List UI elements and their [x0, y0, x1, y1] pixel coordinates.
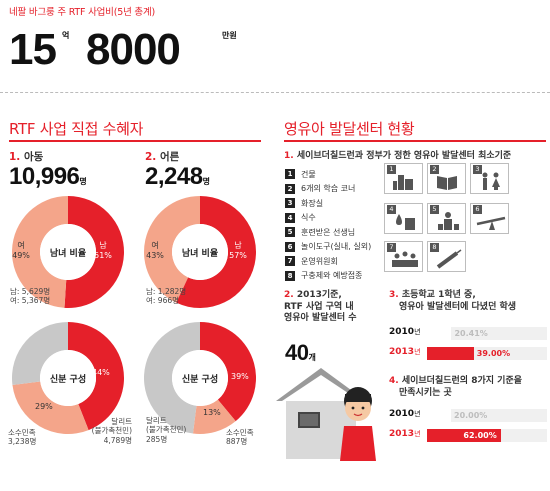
stat4-heading: 4. 세이브더칠드런의 8가지 기준을 만족시키는 곳 [389, 376, 522, 398]
children-minority-note: 소수민족 3,238명 [8, 428, 37, 447]
children-gender-donut-slice-0 [64, 196, 125, 308]
children-comp-center: 신분 구성 [49, 375, 87, 385]
criteria-heading: 1. 세이브더칠드런과 정부가 정한 영유아 발달센터 최소기준 [284, 151, 512, 161]
stat3-year-2013: 2013년 [389, 347, 421, 357]
right-title-underline [284, 140, 546, 142]
seesaw-icon: 6 [470, 203, 509, 234]
divider [0, 92, 550, 93]
criteria-item: 1 건물 [285, 167, 385, 182]
unit-man: 만원 [222, 31, 237, 40]
children-dalit-pct: 44% [92, 368, 110, 377]
adults-heading: 2. 어른 [145, 151, 180, 163]
stat4-bar-2013 [427, 429, 502, 442]
adults-gender-center: 남녀 비율 [181, 249, 219, 259]
children-heading: 1. 아동 [9, 151, 44, 163]
left-section-title: RTF 사업 직접 수혜자 [9, 120, 144, 138]
criteria-list: 1 건물 2 6개의 학습 코너 3 화장실 4 식수 5 훈련받은 선생님 6 놀이도구(실내, 실… [285, 167, 385, 283]
stat4-value-2010: 20.00% [454, 411, 488, 420]
children-count: 10,996명 [9, 163, 87, 190]
building-icon: 1 [384, 163, 423, 194]
children-dalit-note: 달리트 (불가촉천민) 4,789명 [91, 417, 132, 445]
criteria-item: 4 식수 [285, 211, 385, 226]
budget-part1: 15 [9, 25, 57, 74]
adults-comp-donut-slice-0 [200, 322, 256, 422]
unit-eok: 억 [62, 31, 70, 40]
total-budget: 15 [9, 25, 57, 74]
children-comp-donut-hole [40, 350, 96, 406]
stat3-track-2010 [427, 327, 547, 340]
adults-minority-pct: 39% [231, 372, 249, 381]
stat4-year-2010: 2010년 [389, 409, 421, 419]
adults-gender-note: 남: 1,282명 여: 966명 [146, 287, 187, 306]
right-section-title: 영유아 발달센터 현황 [284, 120, 415, 138]
children-comp-donut-slice-2 [12, 322, 69, 386]
adults-gender-donut-slice-0 [176, 196, 256, 308]
stat4-bars: 2010년 20.00% 2013년 62.00% [389, 409, 547, 449]
learning-books-icon: 2 [427, 163, 466, 194]
children-comp-donut-slice-1 [12, 381, 89, 434]
adults-comp-donut-hole [172, 350, 228, 406]
criteria-item: 6 놀이도구(실내, 실외) [285, 240, 385, 255]
water-icon: 4 [384, 203, 423, 234]
criteria-item: 5 훈련받은 선생님 [285, 225, 385, 240]
criteria-item: 2 6개의 학습 코너 [285, 182, 385, 197]
teacher-icon: 5 [427, 203, 466, 234]
children-female-label: 여 49% [12, 241, 30, 260]
stat3-value-2013: 39.00% [476, 349, 511, 358]
children-comp-donut-slice-0 [68, 322, 124, 431]
stat4-value-2013: 62.00% [463, 431, 497, 440]
children-male-label: 남 51% [94, 241, 112, 260]
budget-part2: 8000 [86, 25, 181, 74]
criteria-item: 7 운영위원회 [285, 254, 385, 269]
children-gender-donut-hole [40, 224, 96, 280]
adults-dalit-pct: 13% [203, 408, 221, 417]
adults-dalit-note: 달리트 (불가촉천민) 285명 [146, 416, 187, 444]
adults-female-label: 여 43% [146, 241, 164, 260]
adults-male-label: 남 57% [229, 241, 247, 260]
criteria-item: 3 화장실 [285, 196, 385, 211]
committee-icon: 7 [384, 241, 423, 272]
house-child-illustration [276, 368, 376, 461]
centers-count: 40개 [285, 340, 316, 365]
stat4-track-2010 [427, 409, 547, 422]
adults-comp-donut-slice-2 [144, 322, 200, 434]
stat3-bar-2010 [427, 327, 452, 340]
stat3-bars: 2010년 20.41% 2013년 39.00% [389, 327, 547, 367]
children-minority-pct: 29% [35, 402, 53, 411]
adults-minority-note: 소수민족 887명 [226, 428, 254, 447]
header-label: 네팔 바그룽 주 RTF 사업비(5년 총계) [9, 7, 156, 18]
toilet-icon: 3 [470, 163, 509, 194]
children-gender-donut-slice-1 [12, 196, 68, 308]
children-gender-center: 남녀 비율 [49, 249, 87, 259]
criteria-item: 8 구충제와 예방접종 [285, 269, 385, 284]
adults-comp-donut-slice-1 [192, 399, 236, 434]
stat3-value-2010: 20.41% [454, 329, 488, 338]
adults-gender-donut-hole [172, 224, 228, 280]
children-gender-note: 남: 5,629명 여: 5,367명 [10, 287, 51, 306]
stat3-bar-2013 [427, 347, 474, 360]
left-title-underline [9, 140, 261, 142]
stat4-bar-2010 [427, 409, 451, 422]
centers-heading: 2. 2013기준, RTF 사업 구역 내 영유아 발달센터 수 [284, 290, 357, 324]
stat3-heading: 3. 초등학교 1학년 중, 영유아 발달센터에 다녔던 학생 [389, 290, 517, 312]
vaccine-icon: 8 [427, 241, 466, 272]
stat3-year-2010: 2010년 [389, 327, 421, 337]
adults-count: 2,248명 [145, 163, 210, 190]
adults-comp-center: 신분 구성 [181, 375, 219, 385]
adults-gender-donut-slice-1 [143, 196, 200, 303]
stat4-year-2013: 2013년 [389, 429, 421, 439]
criteria-icon-grid: 1 2 3 4 5 6 7 8 [384, 163, 549, 273]
